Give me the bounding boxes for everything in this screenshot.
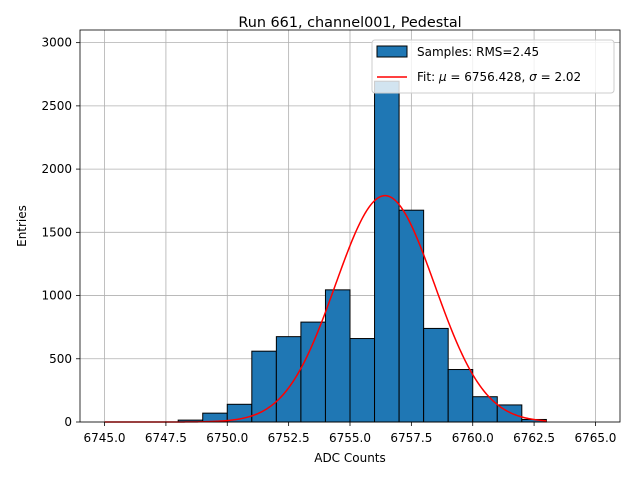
x-tick-label: 6752.5 xyxy=(268,431,310,445)
histogram-bar xyxy=(251,350,277,423)
x-tick-label: 6760.0 xyxy=(452,431,494,445)
x-tick-label: 6755.0 xyxy=(329,431,371,445)
y-axis-ticks: 0 500 1000 1500 2000 2500 3000 xyxy=(41,36,80,429)
histogram-bar xyxy=(398,209,425,423)
histogram-bar xyxy=(349,338,376,423)
y-tick-label: 3000 xyxy=(41,36,72,50)
y-tick-label: 2500 xyxy=(41,99,72,113)
legend-samples-label: Samples: RMS=2.45 xyxy=(417,45,539,59)
x-tick-label: 6757.5 xyxy=(390,431,432,445)
y-axis-label: Entries xyxy=(15,205,29,247)
y-tick-label: 1000 xyxy=(41,289,72,303)
y-tick-label: 500 xyxy=(49,352,72,366)
y-tick-label: 0 xyxy=(64,415,72,429)
x-axis-label: ADC Counts xyxy=(314,451,386,465)
legend-fit-prefix: Fit: xyxy=(417,70,439,84)
y-tick-label: 2000 xyxy=(41,162,72,176)
legend-box xyxy=(371,39,615,94)
histogram-bar xyxy=(324,289,351,423)
histogram-bar xyxy=(300,321,326,423)
x-tick-label: 6747.5 xyxy=(145,431,187,445)
chart-title: Run 661, channel001, Pedestal xyxy=(238,15,461,31)
legend-fit-mu-symbol: μ xyxy=(438,70,447,84)
histogram-bar xyxy=(423,327,449,423)
x-tick-label: 6765.0 xyxy=(574,431,616,445)
x-tick-label: 6762.5 xyxy=(513,431,555,445)
legend-samples-swatch xyxy=(376,45,408,58)
x-axis-ticks: 6745.0 6747.5 6750.0 6752.5 6755.0 6757.5 6760… xyxy=(84,422,616,445)
histogram-bar xyxy=(374,80,400,423)
legend-fit-mu-value: = 6756.428, xyxy=(447,70,530,84)
legend-fit-label: Fit: μ = 6756.428, σ = 2.02 xyxy=(417,70,581,84)
histogram-bar xyxy=(447,369,474,423)
histogram-bar xyxy=(275,336,302,423)
histogram-bars xyxy=(177,80,547,423)
legend: Samples: RMS=2.45 Fit: μ = 6756.428, σ =… xyxy=(371,39,615,94)
x-tick-label: 6750.0 xyxy=(206,431,248,445)
legend-fit-sigma-symbol: σ xyxy=(529,70,537,84)
y-tick-label: 1500 xyxy=(41,225,72,239)
legend-fit-sigma-value: = 2.02 xyxy=(537,70,581,84)
x-tick-label: 6745.0 xyxy=(84,431,126,445)
